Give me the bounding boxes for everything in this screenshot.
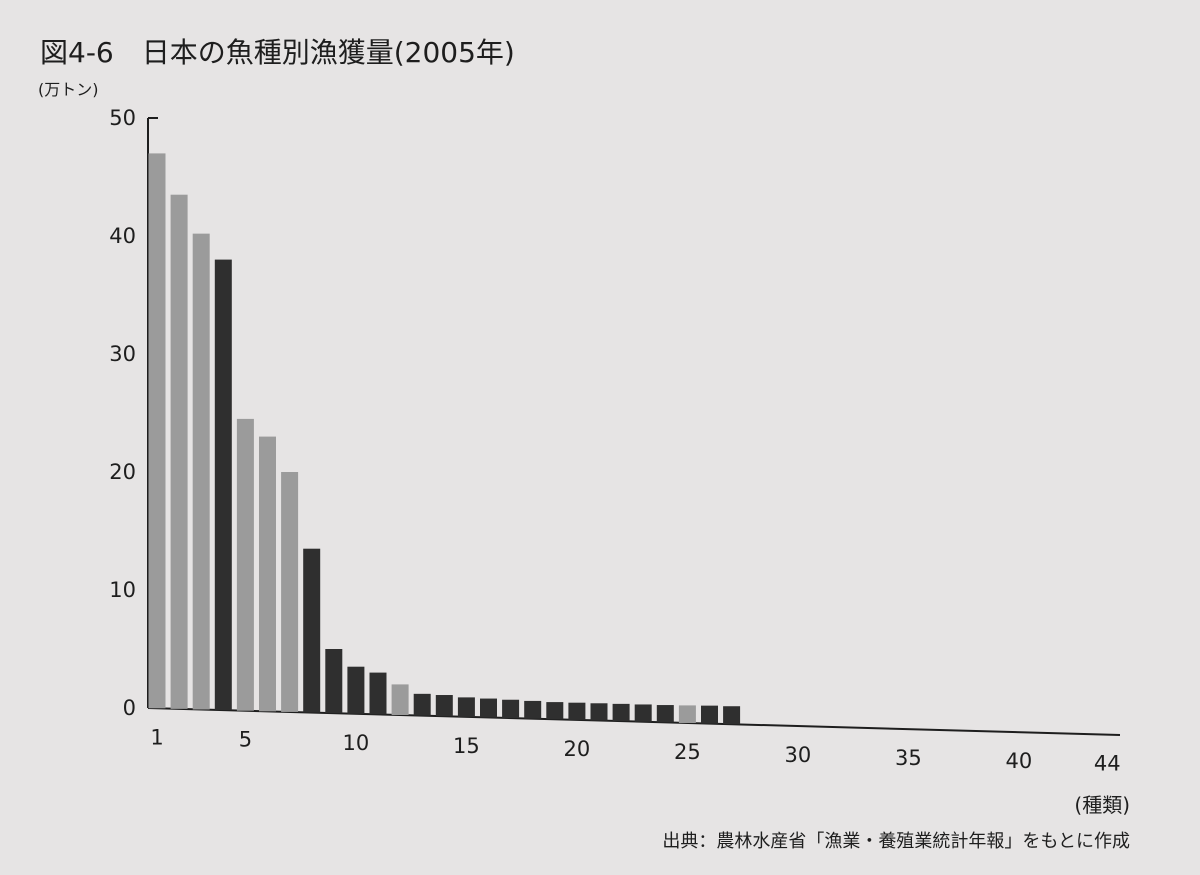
bar-4 <box>214 259 232 711</box>
x-tick-label-30: 30 <box>785 743 812 767</box>
x-tick-label-10: 10 <box>343 731 370 755</box>
bar-11 <box>369 672 387 715</box>
bar-3 <box>192 233 210 710</box>
bar-17 <box>502 699 520 719</box>
x-tick-label-35: 35 <box>895 746 922 770</box>
x-tick-label-1: 1 <box>150 725 163 749</box>
bar-1 <box>148 153 166 709</box>
x-tick-label-25: 25 <box>674 740 701 764</box>
y-tick-label-30: 30 <box>109 342 136 366</box>
bar-22 <box>612 703 630 722</box>
x-tick-label-15: 15 <box>453 734 480 758</box>
y-tick-label-20: 20 <box>109 460 136 484</box>
bar-13 <box>413 693 431 716</box>
bar-18 <box>524 700 542 719</box>
bar-5 <box>236 418 254 711</box>
bar-25 <box>678 705 696 723</box>
source-note: 出典：農林水産省「漁業・養殖業統計年報」をもとに作成 <box>662 830 1130 852</box>
y-tick-label-50: 50 <box>109 106 136 130</box>
bar-8 <box>303 548 321 713</box>
bar-6 <box>259 436 276 712</box>
bar-10 <box>347 666 365 714</box>
y-tick-label-0: 0 <box>123 696 136 720</box>
bar-9 <box>325 649 343 714</box>
bar-7 <box>281 472 299 712</box>
bar-12 <box>391 684 409 716</box>
bar-19 <box>546 702 564 720</box>
y-axis-label: (万トン) <box>38 80 99 99</box>
bar-27 <box>723 706 741 725</box>
bar-14 <box>435 695 453 717</box>
x-tick-label-5: 5 <box>239 728 252 752</box>
x-axis-line <box>147 707 1121 736</box>
bars <box>148 153 741 725</box>
y-tick-label-40: 40 <box>109 224 136 248</box>
x-axis-label: (種類) <box>1074 793 1130 817</box>
bar-21 <box>590 703 608 721</box>
bar-24 <box>656 705 674 723</box>
x-tick-label-44: 44 <box>1094 752 1121 776</box>
y-tick-label-10: 10 <box>109 578 136 602</box>
chart-title: 図4-6 日本の魚種別漁獲量(2005年) <box>40 36 515 69</box>
x-tick-label-20: 20 <box>564 737 591 761</box>
bar-16 <box>480 698 497 718</box>
bar-20 <box>568 702 586 720</box>
bar-23 <box>634 704 652 722</box>
bar-26 <box>701 705 718 724</box>
bar-15 <box>457 697 475 717</box>
x-tick-label-40: 40 <box>1006 749 1033 773</box>
bar-2 <box>170 194 188 709</box>
